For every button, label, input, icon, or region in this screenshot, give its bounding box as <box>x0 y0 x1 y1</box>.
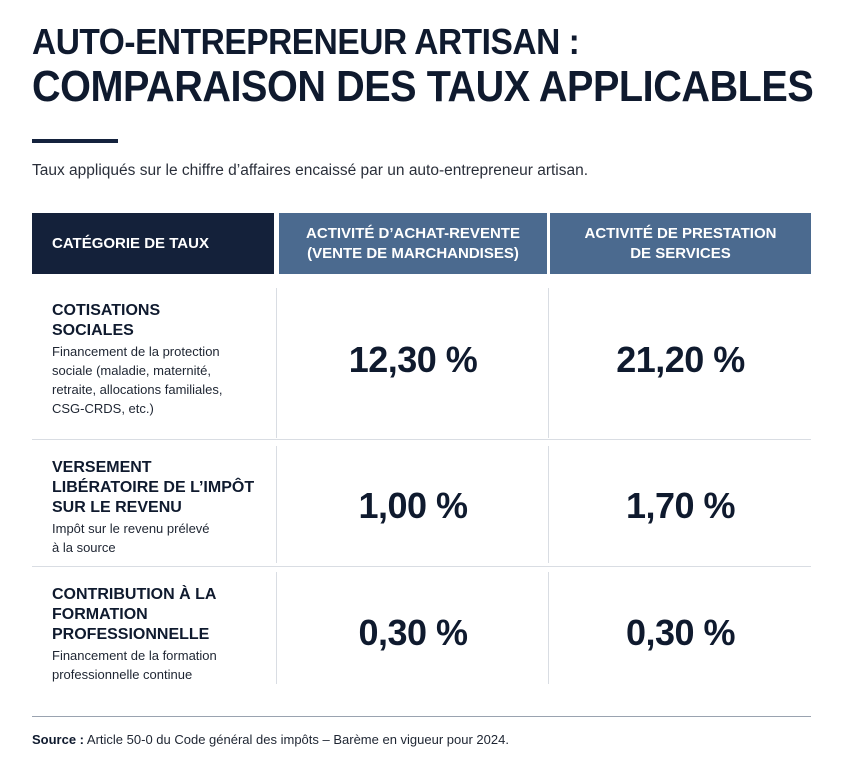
rate-achat-revente: 1,00 % <box>358 485 468 526</box>
category-title-line: FORMATION <box>52 606 148 623</box>
column-header-achat-revente-line-2: (VENTE DE MARCHANDISES) <box>307 244 519 262</box>
column-header-prestation-line-2: DE SERVICES <box>630 244 731 262</box>
page-title-line-1: AUTO-ENTREPRENEUR ARTISAN : <box>32 21 580 62</box>
rate-achat-revente: 12,30 % <box>348 339 478 380</box>
rate-achat-revente: 0,30 % <box>358 612 468 653</box>
column-divider <box>276 288 277 438</box>
footer-rule <box>32 716 811 717</box>
category-title-line: CONTRIBUTION À LA <box>52 586 217 603</box>
category-description-line: Impôt sur le revenu prélevé <box>52 521 210 536</box>
column-divider <box>548 572 549 684</box>
category-title: CONTRIBUTION À LA FORMATION PROFESSIONNE… <box>52 585 267 645</box>
table-row-category: CONTRIBUTION À LA FORMATION PROFESSIONNE… <box>52 585 267 684</box>
rate-prestation: 1,70 % <box>625 485 736 526</box>
category-description-line: retraite, allocations familiales, <box>52 382 223 397</box>
source-label: Source : <box>32 732 85 747</box>
table-row-category: COTISATIONS SOCIALES Financement de la p… <box>52 301 267 418</box>
category-description-line: à la source <box>52 540 116 555</box>
category-description-line: Financement de la protection <box>52 344 220 359</box>
category-description-line: sociale (maladie, maternité, <box>52 363 211 378</box>
category-title-line: SOCIALES <box>52 322 134 339</box>
category-title-line: PROFESSIONNELLE <box>52 626 210 643</box>
category-title-line: LIBÉRATOIRE DE L’IMPÔT <box>52 479 255 496</box>
rate-prestation: 0,30 % <box>625 612 736 653</box>
category-title: COTISATIONS SOCIALES <box>52 301 267 341</box>
category-description: Financement de la formation professionne… <box>52 646 267 684</box>
column-divider <box>276 446 277 563</box>
category-title-line: VERSEMENT <box>52 459 152 476</box>
source-note: Source : Article 50-0 du Code général de… <box>32 731 509 749</box>
column-header-achat-revente-line-1: ACTIVITÉ D’ACHAT-REVENTE <box>306 224 520 242</box>
column-divider <box>276 572 277 684</box>
category-description: Impôt sur le revenu prélevé à la source <box>52 519 267 557</box>
column-header-category: CATÉGORIE DE TAUX <box>32 213 274 274</box>
source-text: Article 50-0 du Code général des impôts … <box>86 732 509 747</box>
column-header-category-label: CATÉGORIE DE TAUX <box>52 234 209 252</box>
row-divider <box>32 566 811 567</box>
category-description: Financement de la protection sociale (ma… <box>52 342 267 418</box>
column-header-prestation-line-1: ACTIVITÉ DE PRESTATION <box>584 224 777 242</box>
category-title-line: SUR LE REVENU <box>52 499 182 516</box>
category-title: VERSEMENT LIBÉRATOIRE DE L’IMPÔT SUR LE … <box>52 458 267 518</box>
column-header-prestation: ACTIVITÉ DE PRESTATION DE SERVICES <box>550 213 811 274</box>
column-divider <box>548 446 549 563</box>
column-header-achat-revente: ACTIVITÉ D’ACHAT-REVENTE (VENTE DE MARCH… <box>279 213 547 274</box>
title-accent-rule <box>32 139 118 143</box>
row-divider <box>32 439 811 440</box>
column-divider <box>548 288 549 438</box>
category-description-line: CSG-CRDS, etc.) <box>52 401 154 416</box>
category-title-line: COTISATIONS <box>52 302 161 319</box>
table-row-category: VERSEMENT LIBÉRATOIRE DE L’IMPÔT SUR LE … <box>52 458 267 557</box>
page-subtitle: Taux appliqués sur le chiffre d’affaires… <box>32 162 589 179</box>
rate-prestation: 21,20 % <box>616 339 745 380</box>
category-description-line: Financement de la formation <box>52 648 217 663</box>
category-description-line: professionnelle continue <box>52 667 193 682</box>
page-title-line-2: COMPARAISON DES TAUX APPLICABLES <box>32 62 814 111</box>
